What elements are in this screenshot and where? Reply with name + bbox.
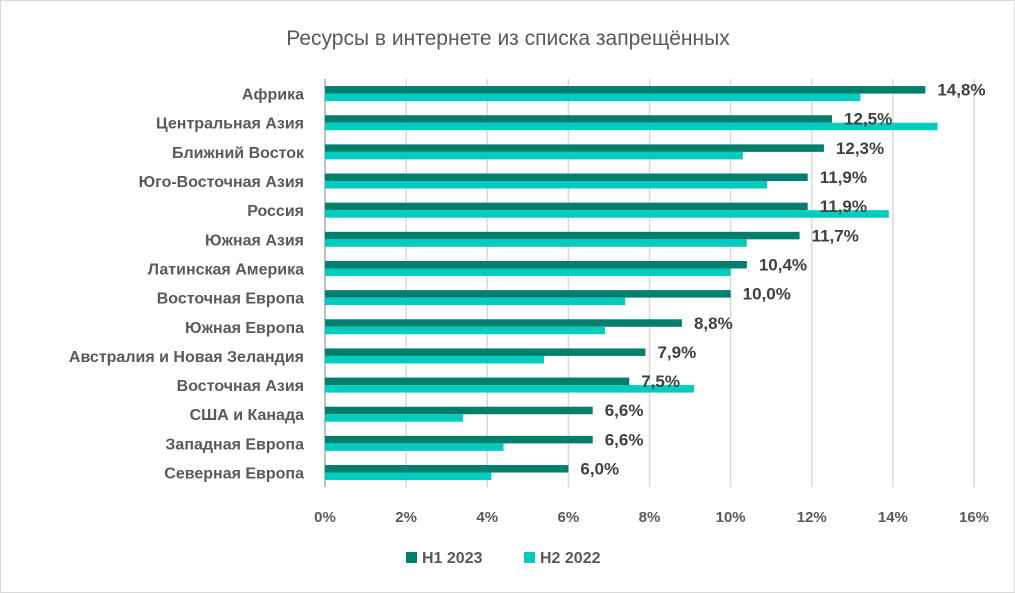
x-tick-label: 2% xyxy=(395,509,417,526)
x-tick-label: 14% xyxy=(878,509,908,526)
bar-h2-2022 xyxy=(325,414,463,422)
category-label: США и Канада xyxy=(190,407,304,424)
category-label: Западная Европа xyxy=(165,436,304,453)
bar-h2-2022 xyxy=(325,443,504,451)
data-label: 11,9% xyxy=(820,168,867,187)
bar-h1-2023 xyxy=(325,290,731,298)
category-label: Восточная Европа xyxy=(157,291,304,308)
bar-h2-2022 xyxy=(325,239,747,247)
category-label: Северная Европа xyxy=(164,466,304,483)
bar-h2-2022 xyxy=(325,268,731,276)
x-tick-label: 6% xyxy=(558,509,580,526)
bar-h1-2023 xyxy=(325,260,747,269)
category-label: Южная Европа xyxy=(185,320,304,337)
data-label: 6,6% xyxy=(605,401,644,420)
category-label: Африка xyxy=(242,87,304,104)
bar-h1-2023 xyxy=(325,144,824,152)
data-label: 8,8% xyxy=(694,314,733,333)
x-tick-label: 16% xyxy=(959,509,989,526)
data-label: 12,5% xyxy=(844,110,892,129)
category-label: Южная Азия xyxy=(205,232,304,249)
chart-title: Ресурсы в интернете из списка запрещённы… xyxy=(286,27,730,50)
data-label: 11,7% xyxy=(812,226,859,245)
x-tick-label: 10% xyxy=(716,509,746,526)
category-label: Австралия и Новая Зеландия xyxy=(69,349,304,366)
data-label: 6,6% xyxy=(605,430,644,449)
bar-h2-2022 xyxy=(325,355,545,364)
bar-h1-2023 xyxy=(325,202,808,211)
bar-h2-2022 xyxy=(325,122,938,131)
bar-h1-2023 xyxy=(325,406,593,415)
x-tick-label: 8% xyxy=(639,509,661,526)
legend-label: H2 2022 xyxy=(540,550,601,567)
bar-h2-2022 xyxy=(325,151,743,160)
bar-h1-2023 xyxy=(325,465,569,473)
bar-h1-2023 xyxy=(325,348,646,356)
bar-h1-2023 xyxy=(325,231,800,240)
bar-h2-2022 xyxy=(325,93,861,102)
legend-swatch xyxy=(406,552,417,563)
x-tick-label: 12% xyxy=(797,509,827,526)
bar-h2-2022 xyxy=(325,297,626,306)
category-label: Центральная Азия xyxy=(156,116,304,133)
legend-swatch xyxy=(524,552,535,563)
bar-h1-2023 xyxy=(325,86,926,94)
category-label: Латинская Америка xyxy=(148,261,304,278)
legend-label: H1 2023 xyxy=(422,550,483,567)
bar-h2-2022 xyxy=(325,472,492,481)
bar-h1-2023 xyxy=(325,319,682,327)
data-label: 7,9% xyxy=(657,343,696,362)
data-label: 11,9% xyxy=(820,197,867,216)
data-label: 10,0% xyxy=(743,285,791,304)
data-label: 10,4% xyxy=(759,255,807,274)
data-label: 6,0% xyxy=(580,460,619,479)
bar-h1-2023 xyxy=(325,377,630,386)
bar-h1-2023 xyxy=(325,173,808,182)
category-label: Ближний Восток xyxy=(172,145,305,162)
bar-h1-2023 xyxy=(325,435,593,444)
data-label: 12,3% xyxy=(836,139,884,158)
bar-h2-2022 xyxy=(325,210,889,218)
bar-h2-2022 xyxy=(325,181,768,189)
data-label: 14,8% xyxy=(937,81,985,100)
data-label: 7,5% xyxy=(641,372,680,391)
bar-h1-2023 xyxy=(325,115,833,123)
category-label: Восточная Азия xyxy=(177,378,304,395)
bar-h2-2022 xyxy=(325,385,695,393)
bar-h2-2022 xyxy=(325,326,605,335)
x-tick-label: 4% xyxy=(476,509,498,526)
category-label: Россия xyxy=(247,203,304,220)
category-label: Юго-Восточная Азия xyxy=(139,174,304,191)
x-tick-label: 0% xyxy=(314,509,336,526)
